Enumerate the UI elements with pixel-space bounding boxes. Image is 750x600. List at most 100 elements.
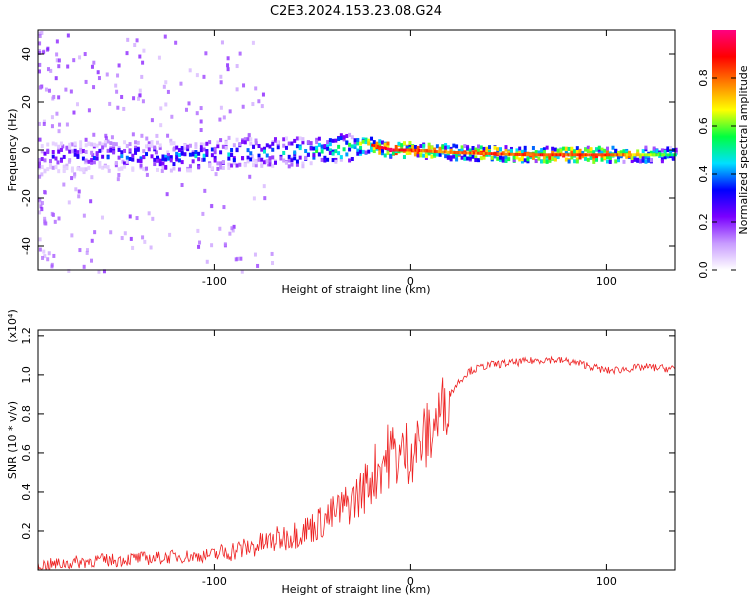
spectrogram-cell: [660, 159, 664, 164]
spectrogram-scatter: [55, 58, 59, 63]
spectrogram-scatter: [219, 80, 223, 85]
spectrogram-cell: [254, 141, 258, 146]
spectrogram-cell: [117, 145, 121, 150]
spectrogram-cell: [309, 146, 313, 151]
x-tick-label: -100: [202, 275, 227, 288]
spectrogram-cell: [295, 136, 299, 141]
spectrogram-cell: [46, 150, 50, 155]
spectrogram-ridge: [422, 149, 425, 153]
spectrogram-cell: [400, 143, 404, 148]
spectrogram-cell: [320, 149, 324, 154]
spectrogram-cell: [520, 157, 524, 162]
spectrogram-cell: [455, 153, 459, 158]
y-tick-label: 1.0: [20, 366, 33, 384]
spectrogram-cell: [534, 159, 538, 164]
spectrogram-cell: [95, 151, 99, 156]
spectrogram-scatter: [114, 83, 118, 88]
spectrogram-scatter: [72, 110, 76, 115]
spectrogram-scatter: [247, 132, 251, 137]
spectrogram-cell: [422, 153, 426, 158]
spectrogram-cell: [509, 148, 513, 153]
spectrogram-cell: [123, 148, 127, 153]
spectrogram-scatter: [202, 74, 206, 79]
spectrogram-cell: [595, 147, 599, 152]
spectrogram-ridge: [631, 153, 634, 157]
spectrogram-cell: [542, 147, 546, 152]
spectrogram-scatter: [128, 214, 132, 219]
spectrogram-scatter: [38, 247, 42, 252]
spectrogram-cell: [177, 167, 181, 172]
spectrogram-cell: [273, 137, 277, 142]
spectrogram-cell: [230, 152, 234, 157]
spectrogram-ridge: [584, 153, 587, 157]
spectrogram-ridge: [379, 145, 382, 149]
spectrogram-cell: [153, 145, 157, 150]
spectrogram-cell: [449, 148, 453, 153]
spectrogram-cell: [537, 156, 541, 161]
spectrogram-cell: [479, 156, 483, 161]
spectrogram-cell: [79, 167, 83, 172]
spectrogram-cell: [378, 150, 382, 155]
spectrogram-cell: [295, 162, 299, 167]
spectrogram-scatter: [219, 74, 223, 79]
spectrogram-cell: [606, 154, 610, 159]
spectrogram-cell: [526, 157, 530, 162]
spectrogram-cell: [117, 147, 121, 152]
spectrogram-cell: [671, 155, 675, 160]
spectrogram-cell: [92, 156, 96, 161]
spectrogram-ridge: [492, 152, 495, 156]
spectrogram-scatter: [49, 68, 53, 73]
spectrogram-cell: [90, 142, 94, 147]
spectrogram-cell: [545, 145, 549, 150]
spectrogram-cell: [169, 141, 173, 146]
spectrogram-scatter: [43, 216, 47, 221]
spectrogram-cell: [106, 165, 110, 170]
spectrogram-ridge: [400, 148, 403, 152]
spectrogram-cell: [468, 156, 472, 161]
spectrogram-cell: [265, 158, 269, 163]
spectrogram-cell: [43, 158, 47, 163]
spectrogram-scatter: [250, 154, 254, 159]
spectrogram-cell: [106, 155, 110, 160]
spectrogram-cell: [290, 162, 294, 167]
spectrogram-cell: [112, 141, 116, 146]
spectrogram-scatter: [198, 240, 202, 245]
spectrogram-ridge: [588, 153, 591, 157]
spectrogram-cell: [504, 145, 508, 150]
spectrogram-y-label: Frequency (Hz): [6, 109, 19, 192]
spectrogram-ridge: [445, 150, 448, 154]
spectrogram-cell: [570, 155, 574, 160]
spectrogram-cell: [175, 155, 179, 160]
spectrogram-cell: [575, 159, 579, 164]
spectrogram-scatter: [56, 160, 60, 165]
spectrogram-cell: [131, 166, 135, 171]
spectrogram-ridge: [665, 153, 668, 157]
spectrogram-cell: [125, 155, 129, 160]
spectrogram-cell: [608, 157, 612, 162]
spectrogram-ridge: [410, 148, 413, 152]
spectrogram-cell: [136, 147, 140, 152]
spectrogram-ridge: [463, 151, 466, 155]
spectrogram-cell: [238, 162, 242, 167]
spectrogram-cell: [197, 157, 201, 162]
spectrogram-ridge: [408, 148, 411, 152]
spectrogram-cell: [51, 154, 55, 159]
spectrogram-ridge: [580, 153, 583, 157]
spectrogram-scatter: [110, 135, 114, 140]
spectrogram-cell: [652, 146, 656, 151]
spectrogram-cell: [79, 143, 83, 148]
y-tick-label: 40: [20, 47, 33, 61]
spectrogram-cell: [600, 150, 604, 155]
spectrogram-ridge: [479, 151, 481, 155]
spectrogram-scatter: [38, 137, 42, 142]
spectrogram-ridge: [526, 153, 529, 157]
spectrogram-cell: [164, 154, 168, 159]
spectrogram-cell: [125, 159, 129, 164]
spectrogram-scatter: [50, 211, 54, 216]
spectrogram-scatter: [104, 133, 108, 138]
spectrogram-ridge: [600, 153, 603, 157]
spectrogram-ridge: [571, 153, 574, 157]
spectrogram-ridge: [496, 152, 499, 156]
spectrogram-scatter: [142, 48, 146, 53]
spectrogram-scatter: [226, 56, 230, 61]
